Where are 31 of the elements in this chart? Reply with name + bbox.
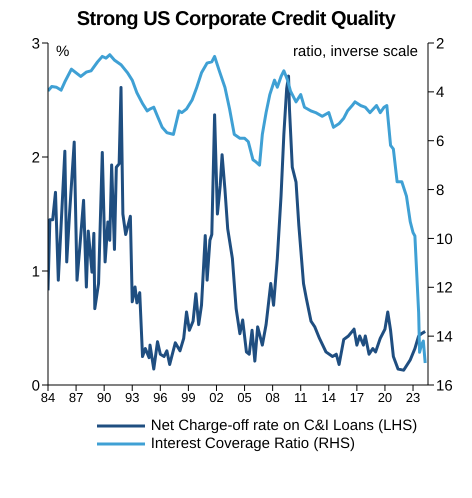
- y2-tick-label: 16: [436, 377, 453, 394]
- y-tick-label: 2: [32, 149, 40, 166]
- y-axis-title: %: [56, 43, 70, 60]
- chart-title: Strong US Corporate Credit Quality: [76, 8, 396, 31]
- y-tick-label: 0: [32, 377, 40, 394]
- x-tick-label: 14: [322, 390, 336, 406]
- y2-tick-label: 2: [436, 35, 444, 52]
- y2-tick-label: 6: [436, 133, 444, 150]
- y2-tick-label: 12: [436, 280, 453, 297]
- y2-tick-label: 8: [436, 182, 444, 199]
- x-tick-label: 84: [40, 390, 56, 406]
- x-tick-label: 96: [153, 390, 168, 406]
- x-tick-label: 87: [68, 390, 84, 406]
- y2-tick-label: 4: [436, 84, 444, 102]
- y-tick-label: 3: [32, 35, 40, 52]
- x-tick-label: 99: [181, 390, 196, 406]
- y2-tick-label: 14: [436, 328, 453, 346]
- x-tick-label: 90: [96, 390, 112, 406]
- y2-tick-label: 10: [436, 230, 453, 248]
- x-tick-label: 08: [265, 390, 280, 406]
- x-tick-label: 02: [209, 390, 224, 406]
- x-tick-label: 20: [378, 390, 392, 406]
- x-tick-label: 05: [237, 390, 252, 406]
- y2-axis-title: ratio, inverse scale: [292, 43, 418, 60]
- y-tick-label: 1: [32, 263, 40, 280]
- x-tick-label: 23: [406, 390, 420, 406]
- x-tick-label: 17: [350, 390, 364, 406]
- legend-label: Net Charge-off rate on C&I Loans (LHS): [150, 417, 418, 435]
- legend-label: Interest Coverage Ratio (RHS): [150, 435, 355, 453]
- x-tick-label: 93: [125, 390, 140, 406]
- x-tick-label: 11: [294, 390, 308, 406]
